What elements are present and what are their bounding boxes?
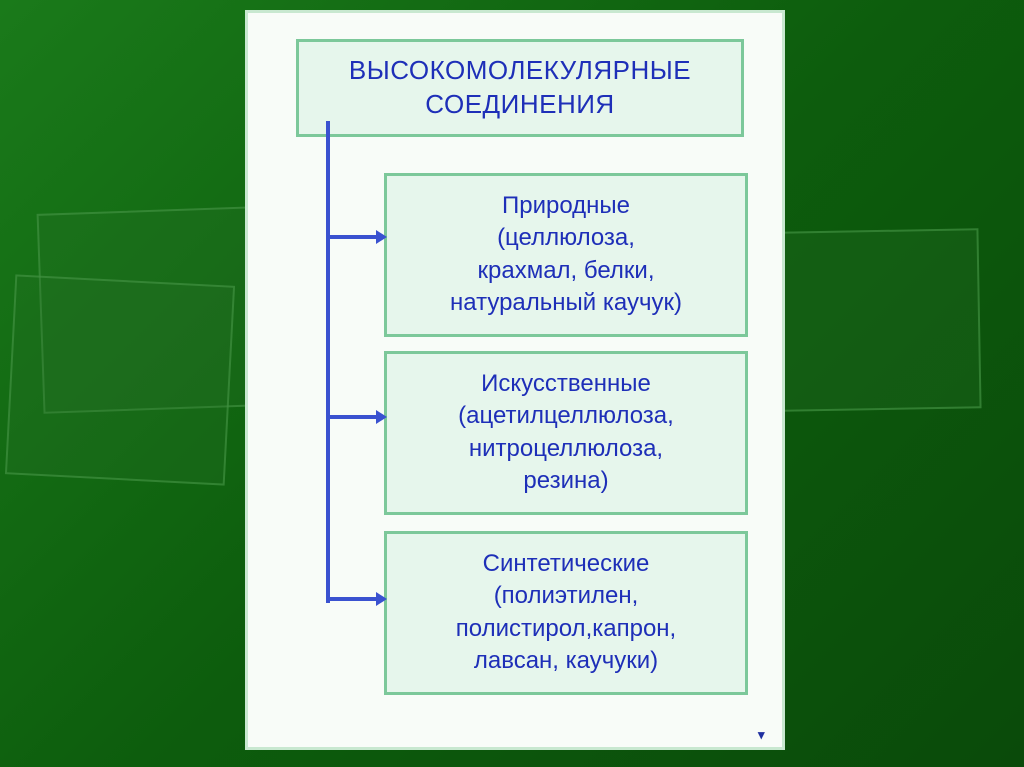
child-line: Синтетические xyxy=(397,548,735,580)
child-line: (ацетилцеллюлоза, xyxy=(397,400,735,432)
bg-decor-square xyxy=(5,274,235,485)
bg-decor-square xyxy=(778,228,981,411)
root-line2: СОЕДИНЕНИЯ xyxy=(307,88,733,122)
branch-connector xyxy=(326,235,376,239)
child-node-artificial: Искусственные (ацетилцеллюлоза, нитроцел… xyxy=(384,351,748,515)
trunk-connector xyxy=(326,121,330,603)
child-line: Искусственные xyxy=(397,368,735,400)
child-line: крахмал, белки, xyxy=(397,255,735,287)
child-line: (полиэтилен, xyxy=(397,580,735,612)
arrowhead-icon xyxy=(376,410,387,424)
root-line1: ВЫСОКОМОЛЕКУЛЯРНЫЕ xyxy=(307,54,733,88)
child-line: нитроцеллюлоза, xyxy=(397,433,735,465)
child-line: натуральный каучук) xyxy=(397,287,735,319)
child-line: резина) xyxy=(397,465,735,497)
child-node-natural: Природные (целлюлоза, крахмал, белки, на… xyxy=(384,173,748,337)
branch-connector xyxy=(326,597,376,601)
child-line: полистирол,капрон, xyxy=(397,613,735,645)
root-node: ВЫСОКОМОЛЕКУЛЯРНЫЕ СОЕДИНЕНИЯ xyxy=(296,39,744,137)
child-node-synthetic: Синтетические (полиэтилен, полистирол,ка… xyxy=(384,531,748,695)
branch-connector xyxy=(326,415,376,419)
child-line: (целлюлоза, xyxy=(397,222,735,254)
arrowhead-icon xyxy=(376,592,387,606)
child-line: Природные xyxy=(397,190,735,222)
arrowhead-icon xyxy=(376,230,387,244)
diagram-panel: ВЫСОКОМОЛЕКУЛЯРНЫЕ СОЕДИНЕНИЯ Природные … xyxy=(245,10,785,750)
child-line: лавсан, каучуки) xyxy=(397,645,735,677)
corner-indicator-icon: ▾ xyxy=(758,727,776,741)
